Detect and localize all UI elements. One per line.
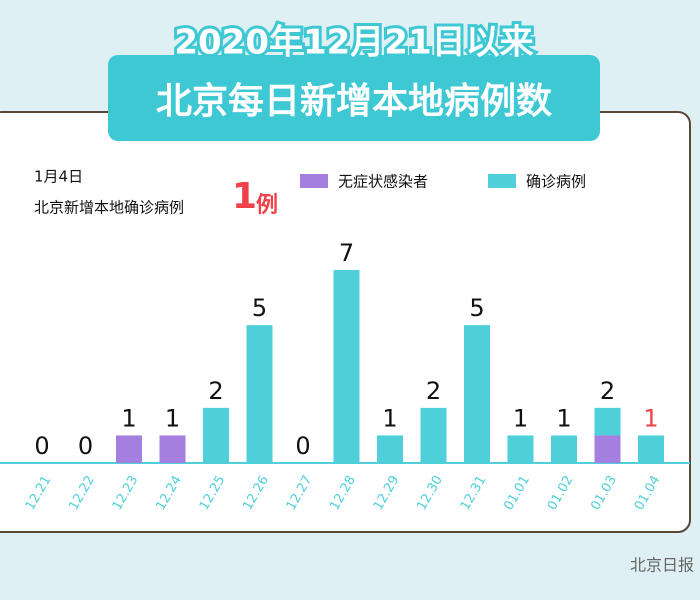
bar-segment — [420, 407, 447, 463]
bar-segment — [203, 407, 229, 463]
total-label: 1 — [643, 404, 658, 432]
bar-segment — [116, 435, 142, 463]
total-label: 0 — [78, 432, 93, 460]
legend-swatch — [488, 174, 516, 188]
bar-segment — [594, 407, 621, 436]
bar-segment — [377, 435, 403, 463]
total-label: 1 — [382, 404, 397, 432]
chart-subtitle: 北京每日新增本地病例数 — [156, 80, 552, 122]
title-box — [108, 55, 600, 141]
total-label: 1 — [513, 404, 528, 432]
bar-segment — [594, 435, 621, 463]
total-label: 1 — [556, 404, 571, 432]
total-label: 0 — [295, 432, 310, 460]
total-label: 5 — [469, 294, 484, 322]
legend-swatch — [300, 174, 328, 188]
legend-label: 确诊病例 — [526, 173, 586, 191]
bar-segment — [159, 435, 186, 463]
note-unit: 例 — [256, 193, 278, 218]
total-label: 1 — [121, 404, 136, 432]
total-label: 5 — [252, 294, 267, 322]
bar-segment — [333, 270, 360, 463]
total-label: 2 — [426, 377, 441, 405]
total-label: 1 — [165, 404, 180, 432]
chart-title: 2020年12月21日以来 — [174, 23, 533, 63]
bar-segment — [464, 325, 490, 463]
legend-label: 无症状感染者 — [338, 173, 428, 191]
note-text: 北京新增本地确诊病例 — [34, 199, 184, 217]
bar-segment — [638, 435, 664, 463]
bar-segment — [246, 325, 273, 463]
note-count: 1 — [232, 176, 257, 217]
source: 北京日报 — [630, 556, 694, 575]
total-label: 7 — [339, 239, 354, 267]
total-label: 2 — [208, 377, 223, 405]
note-date: 1月4日 — [34, 168, 83, 186]
total-label: 2 — [600, 377, 615, 405]
bar-segment — [551, 435, 577, 463]
total-label: 0 — [34, 432, 49, 460]
bar-segment — [507, 435, 534, 463]
